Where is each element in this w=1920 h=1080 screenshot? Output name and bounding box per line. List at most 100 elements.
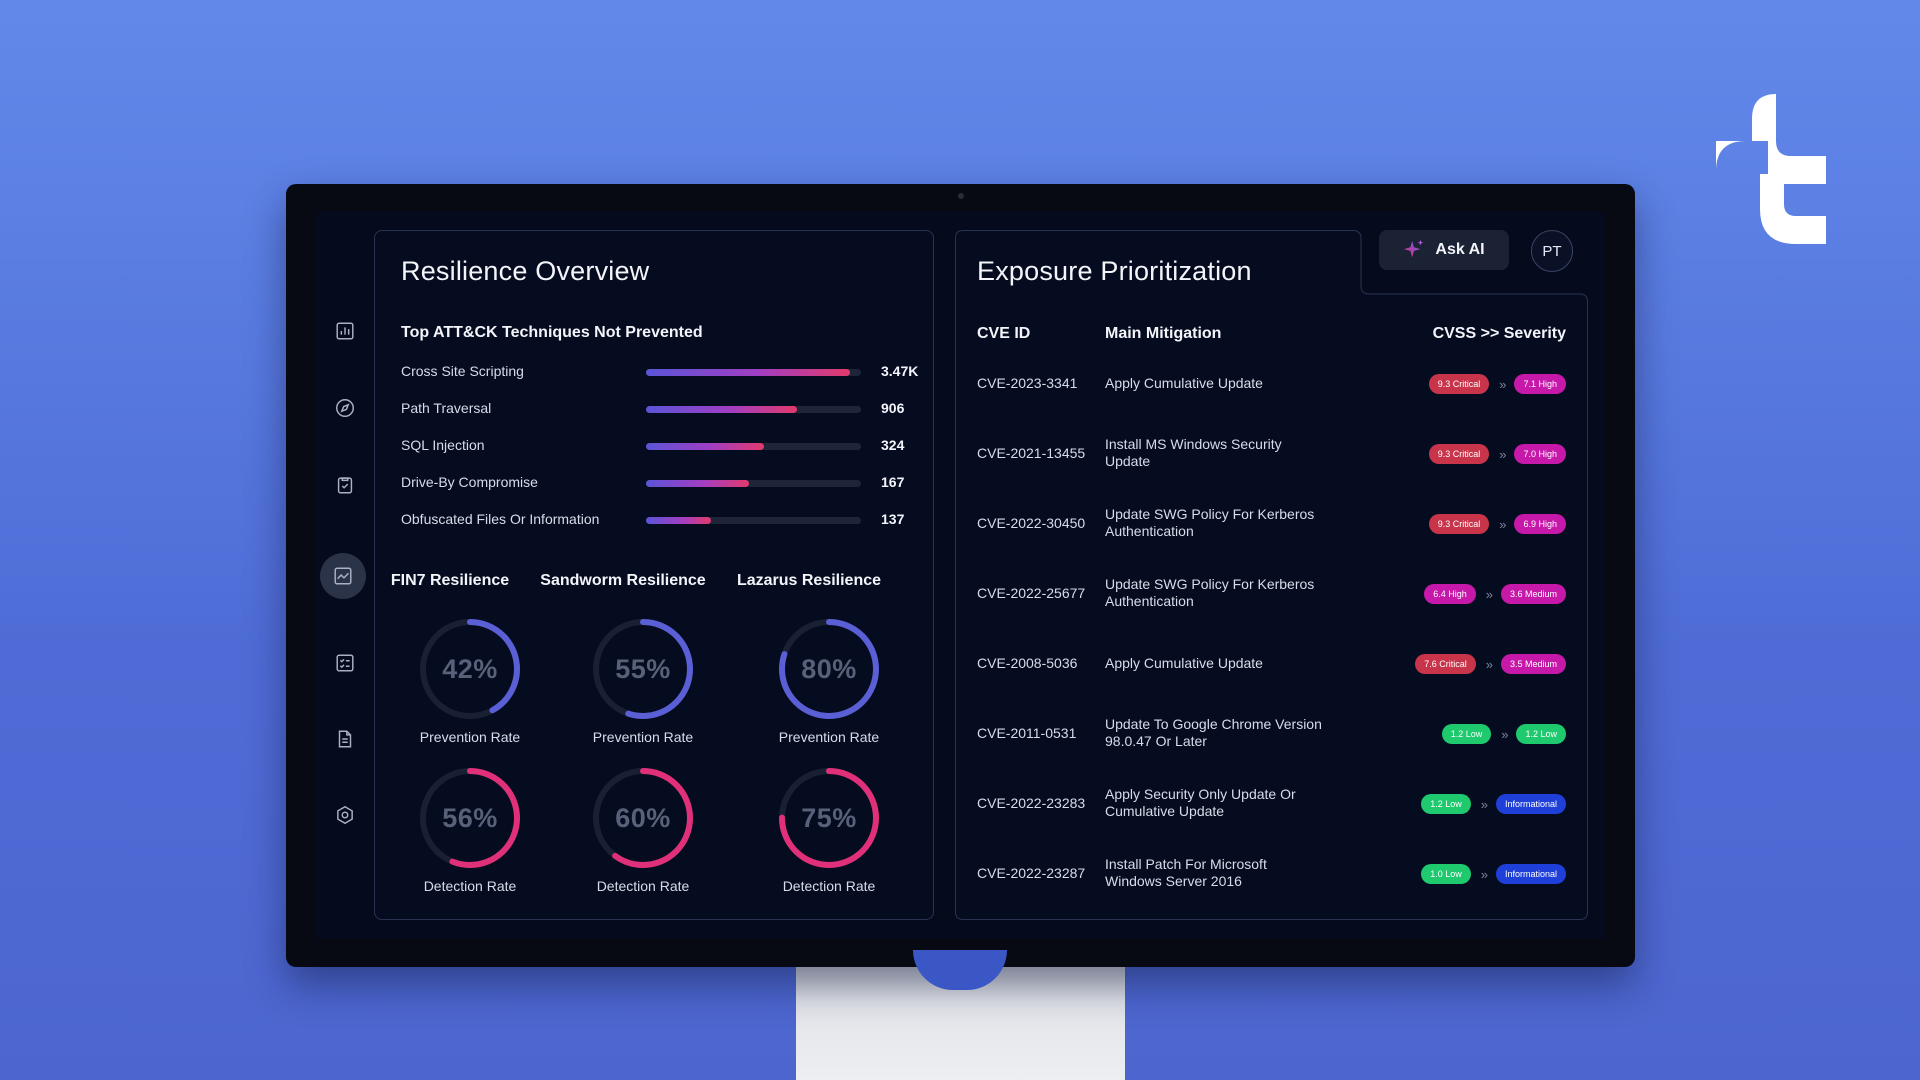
prevention-rate-label: Prevention Rate xyxy=(778,729,880,745)
gauge-group-title: Sandworm Resilience xyxy=(540,572,706,589)
technique-row: Path Traversal 906 xyxy=(401,398,921,420)
mitigation-text: Apply Cumulative Update xyxy=(1105,375,1263,391)
cve-id[interactable]: CVE-2022-25677 xyxy=(977,585,1086,601)
header-cvss-severity: CVSS >> Severity xyxy=(1432,325,1566,342)
mitigation-text: Apply Security Only Update Or Cumulative… xyxy=(1105,786,1296,819)
technique-name: Obfuscated Files Or Information xyxy=(401,511,600,527)
user-avatar[interactable]: PT xyxy=(1531,230,1573,272)
detection-rate-label: Detection Rate xyxy=(423,878,517,894)
prevention-rate-gauge: 55% xyxy=(588,614,698,724)
severity-badges: 9.3 Critical » 6.9 High xyxy=(1428,514,1566,534)
technique-count: 167 xyxy=(881,474,905,490)
technique-name: Path Traversal xyxy=(401,400,492,416)
cve-id[interactable]: CVE-2008-5036 xyxy=(977,655,1078,671)
detection-rate-gauge: 75% xyxy=(774,763,884,873)
exposure-prioritization-panel: Exposure Prioritization CVE ID Main Miti… xyxy=(955,230,1588,920)
tt-logo-icon xyxy=(1716,94,1826,244)
table-row[interactable]: CVE-2022-23287 Install Patch For Microsof… xyxy=(955,846,1588,902)
technique-row: Cross Site Scripting 3.47K xyxy=(401,361,921,383)
table-row[interactable]: CVE-2023-3341 Apply Cumulative Update 9.3 … xyxy=(955,356,1588,412)
technique-bar-track xyxy=(646,480,861,487)
table-row[interactable]: CVE-2022-23283 Apply Security Only Update… xyxy=(955,776,1588,832)
table-row[interactable]: CVE-2008-5036 Apply Cumulative Update 7.6 … xyxy=(955,636,1588,692)
resilience-overview-panel: Resilience Overview Top ATT&CK Technique… xyxy=(374,230,934,920)
gauge-arc xyxy=(593,619,693,719)
severity-badges: 1.2 Low » 1.2 Low xyxy=(1441,724,1566,744)
severity-badges: 1.0 Low » Informational xyxy=(1421,864,1566,884)
table-row[interactable]: CVE-2021-13455 Install MS Windows Securit… xyxy=(955,426,1588,482)
gauge-value: 56% xyxy=(442,802,498,833)
cve-id[interactable]: CVE-2021-13455 xyxy=(977,445,1086,461)
techniques-title: Top ATT&CK Techniques Not Prevented xyxy=(401,324,703,341)
resilience-title: Resilience Overview xyxy=(401,256,650,286)
cve-id[interactable]: CVE-2023-3341 xyxy=(977,375,1078,391)
detection-rate-label: Detection Rate xyxy=(596,878,690,894)
technique-bar-fill xyxy=(646,443,765,450)
detection-rate-gauge: 56% xyxy=(415,763,525,873)
clipboard-check-icon[interactable] xyxy=(329,469,361,501)
arrow-icon: » xyxy=(1501,726,1508,742)
table-row[interactable]: CVE-2022-25677 Update SWG Policy For Kerb… xyxy=(955,566,1588,622)
arrow-icon: » xyxy=(1499,376,1506,392)
mitigation-text: Install MS Windows Security Update xyxy=(1105,436,1282,469)
severity-badge: 6.9 High xyxy=(1514,514,1566,534)
gauge-arc xyxy=(593,768,693,868)
line-chart-icon[interactable] xyxy=(320,553,366,599)
mitigation-text: Install Patch For Microsoft Windows Serv… xyxy=(1105,856,1267,889)
detection-rate-label: Detection Rate xyxy=(782,878,876,894)
cvss-badge: 1.2 Low xyxy=(1421,794,1471,814)
gauge-arc xyxy=(420,619,520,719)
table-row[interactable]: CVE-2022-30450 Update SWG Policy For Kerb… xyxy=(955,496,1588,552)
bar-chart-icon[interactable] xyxy=(329,315,361,347)
cvss-badge: 1.0 Low xyxy=(1421,864,1471,884)
cve-id[interactable]: CVE-2022-23283 xyxy=(977,795,1086,811)
severity-badges: 9.3 Critical » 7.1 High xyxy=(1428,374,1566,394)
dashboard-screen: Resilience Overview Top ATT&CK Technique… xyxy=(315,211,1605,939)
prevention-rate-gauge: 42% xyxy=(415,614,525,724)
technique-bar-fill xyxy=(646,480,750,487)
prevention-rate-label: Prevention Rate xyxy=(419,729,521,745)
severity-badges: 9.3 Critical » 7.0 High xyxy=(1428,444,1566,464)
hexagon-icon[interactable] xyxy=(329,799,361,831)
arrow-icon: » xyxy=(1480,866,1488,882)
compass-icon[interactable] xyxy=(329,392,361,424)
cvss-badge: 7.6 Critical xyxy=(1415,654,1476,674)
technique-count: 137 xyxy=(881,511,905,527)
header-cve-id: CVE ID xyxy=(977,325,1031,342)
technique-name: SQL Injection xyxy=(401,437,485,453)
document-icon[interactable] xyxy=(329,723,361,755)
gauge-group-title: Lazarus Resilience xyxy=(736,572,882,589)
prevention-rate-gauge: 80% xyxy=(774,614,884,724)
cvss-badge: 6.4 High xyxy=(1424,584,1476,604)
technique-bar-track xyxy=(646,406,861,413)
gauge-value: 60% xyxy=(615,802,671,833)
gauge-arc xyxy=(779,768,879,868)
technique-bar-fill xyxy=(646,369,851,376)
severity-badge: 7.1 High xyxy=(1514,374,1566,394)
cve-id[interactable]: CVE-2022-23287 xyxy=(977,865,1086,881)
technique-bar-track xyxy=(646,443,861,450)
gauge-group-title: FIN7 Resilience xyxy=(390,572,510,589)
sidebar xyxy=(315,211,375,939)
ask-ai-button[interactable]: Ask AI xyxy=(1379,230,1509,270)
checklist-icon[interactable] xyxy=(329,647,361,679)
severity-badge: 3.6 Medium xyxy=(1500,584,1566,604)
technique-count: 3.47K xyxy=(881,363,919,379)
technique-name: Drive-By Compromise xyxy=(401,474,538,490)
detection-rate-gauge: 60% xyxy=(588,763,698,873)
arrow-icon: » xyxy=(1485,586,1493,602)
technique-bar-track xyxy=(646,369,861,376)
gauge-arc xyxy=(779,619,879,719)
cvss-badge: 9.3 Critical xyxy=(1428,374,1490,394)
cvss-badge: 1.2 Low xyxy=(1441,724,1492,744)
severity-badge: Informational xyxy=(1495,864,1566,884)
cve-id[interactable]: CVE-2011-0531 xyxy=(977,725,1077,741)
cve-id[interactable]: CVE-2022-30450 xyxy=(977,515,1086,531)
technique-count: 324 xyxy=(881,437,905,453)
technique-bar-fill xyxy=(646,517,711,524)
mitigation-text: Update SWG Policy For Kerberos Authentic… xyxy=(1105,576,1315,609)
arrow-icon: » xyxy=(1480,796,1488,812)
gauge-arc xyxy=(420,768,520,868)
technique-row: Obfuscated Files Or Information 137 xyxy=(401,509,921,531)
table-row[interactable]: CVE-2011-0531 Update To Google Chrome Ver… xyxy=(955,706,1588,762)
